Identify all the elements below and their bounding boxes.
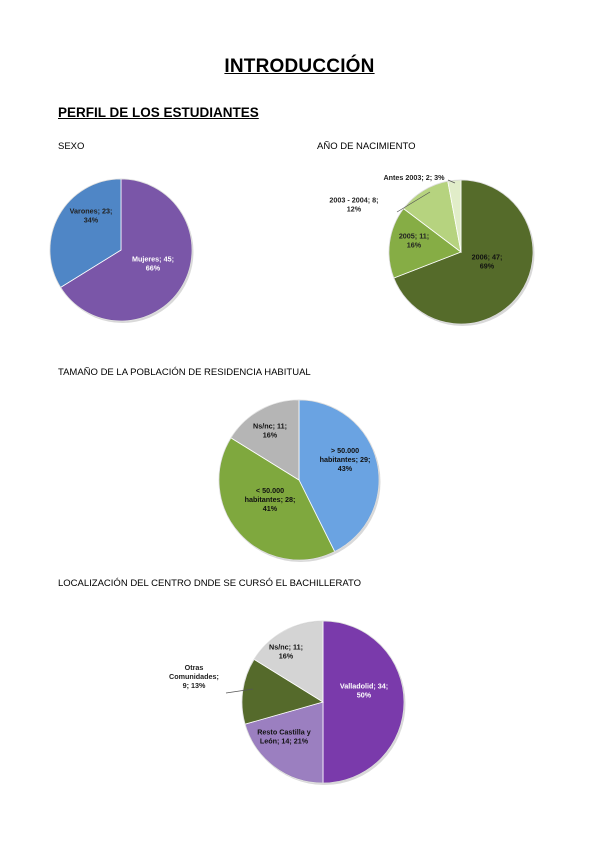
data-label-50-000-habitantes: > 50.000 habitantes; 29; 43% bbox=[320, 446, 371, 473]
pie-slice-50-000-habitantes bbox=[298, 399, 380, 553]
chart-title-ano-nacimiento: AÑO DE NACIMIENTO bbox=[317, 141, 416, 152]
pie-slice-mujeres bbox=[60, 178, 193, 322]
page-title: INTRODUCCIÓN bbox=[224, 56, 375, 77]
chart-title-sexo: SEXO bbox=[58, 141, 85, 152]
pie-chart-3: > 50.000 habitantes; 29; 43% < 50.000 habita… bbox=[218, 399, 381, 562]
pie-chart-1: Mujeres; 45; 66% Varones; 23; 34% bbox=[49, 178, 194, 323]
pie-outline bbox=[218, 399, 380, 561]
data-label-ns-nc: Ns/nc; 11; 16% bbox=[253, 422, 287, 440]
data-label-2005: 2005; 11; 16% bbox=[399, 232, 429, 250]
data-label-ns-nc: Ns/nc; 11; 16% bbox=[269, 643, 303, 661]
pie-slice-varones bbox=[49, 178, 122, 288]
pie-slice-2005 bbox=[388, 208, 462, 279]
label-leader-line bbox=[396, 191, 431, 213]
label-leader-line bbox=[225, 688, 254, 694]
data-label-antes-2003: Antes 2003; 2; 3% bbox=[383, 173, 445, 182]
pie-chart-4: Valladolid; 34; 50% Resto Castilla y León; … bbox=[169, 620, 406, 785]
pie-slice-resto-castilla-y-leon bbox=[244, 701, 324, 784]
pie-outline bbox=[49, 178, 193, 322]
pie-outline bbox=[388, 179, 534, 325]
data-label-varones: Varones; 23; 34% bbox=[70, 207, 113, 225]
section-title: PERFIL DE LOS ESTUDIANTES bbox=[58, 105, 259, 120]
chart-title-localizacion-centro: LOCALIZACIÓN DEL CENTRO DNDE SE CURSÓ EL… bbox=[58, 578, 362, 589]
chart-title-tamano-poblacion: TAMAÑO DE LA POBLACIÓN DE RESIDENCIA HAB… bbox=[58, 367, 311, 378]
data-label-resto-castilla-y-leon: Resto Castilla y León; 14; 21% bbox=[257, 728, 311, 746]
data-label-otras-comunidades: Otras Comunidades; 9; 13% bbox=[169, 663, 219, 690]
pie-slice-antes-2003 bbox=[447, 179, 462, 253]
pie-slice-2006 bbox=[393, 179, 534, 325]
data-label-2003-2004: 2003 - 2004; 8; 12% bbox=[329, 196, 378, 214]
pie-slice-ns-nc bbox=[230, 399, 300, 481]
pie-slice-valladolid bbox=[322, 620, 405, 784]
data-label-mujeres: Mujeres; 45; 66% bbox=[132, 255, 174, 273]
label-leader-line bbox=[447, 179, 456, 184]
pie-chart-2: 2006; 47; 69% 2005; 11; 16% 2003 - 2004; 8; 1… bbox=[329, 173, 535, 326]
data-label-2006: 2006; 47; 69% bbox=[472, 253, 503, 271]
data-label-50-000-habitantes: < 50.000 habitantes; 28; 41% bbox=[245, 486, 296, 513]
pie-slice-ns-nc bbox=[253, 620, 324, 703]
pie-slice-50-000-habitantes bbox=[218, 437, 336, 561]
data-label-valladolid: Valladolid; 34; 50% bbox=[340, 682, 388, 700]
pie-outline bbox=[241, 620, 405, 784]
